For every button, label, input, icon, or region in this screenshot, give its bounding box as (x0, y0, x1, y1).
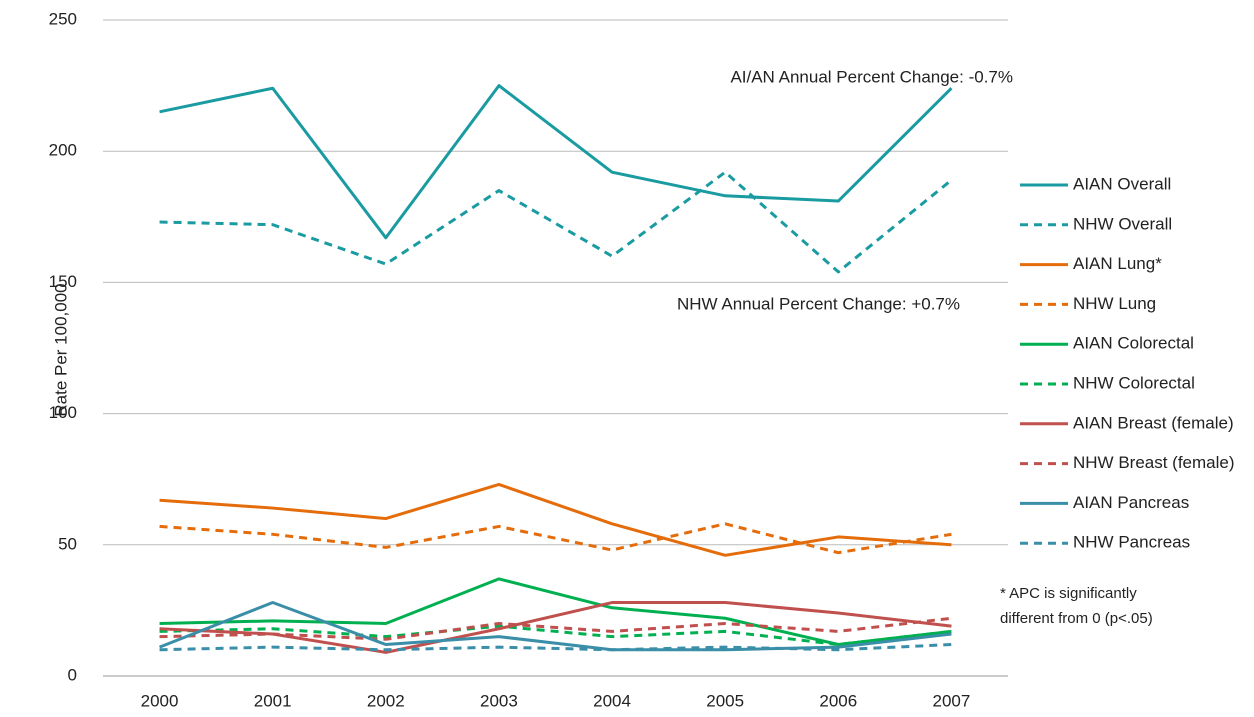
y-axis-label: Rate Per 100,000 (51, 283, 70, 416)
x-tick-label: 2002 (367, 691, 405, 710)
legend-label: AIAN Lung* (1073, 254, 1162, 273)
y-tick-label: 50 (58, 534, 77, 553)
annotation: AI/AN Annual Percent Change: -0.7% (730, 67, 1013, 86)
y-tick-label: 100 (49, 403, 77, 422)
legend-label: AIAN Breast (female) (1073, 413, 1234, 432)
series-line (159, 643, 952, 652)
legend-label: AIAN Pancreas (1073, 493, 1189, 512)
footnote: different from 0 (p<.05) (1000, 610, 1153, 627)
series-line (159, 624, 952, 647)
legend-label: NHW Pancreas (1073, 533, 1190, 552)
x-tick-label: 2003 (480, 691, 518, 710)
series-line (159, 616, 952, 641)
series-line (159, 601, 952, 654)
legend-label: NHW Breast (female) (1073, 453, 1235, 472)
series-line (159, 170, 953, 274)
x-tick-label: 2006 (819, 691, 857, 710)
legend-label: NHW Overall (1073, 214, 1172, 233)
series-line (159, 522, 952, 555)
y-tick-label: 0 (68, 665, 77, 684)
x-tick-label: 2004 (593, 691, 631, 710)
y-tick-label: 200 (49, 141, 77, 160)
series-line (159, 577, 952, 647)
series-line (159, 482, 952, 557)
x-tick-label: 2000 (141, 691, 179, 710)
series-line (159, 601, 952, 652)
x-tick-label: 2005 (706, 691, 744, 710)
x-tick-label: 2001 (254, 691, 292, 710)
legend-label: NHW Colorectal (1073, 373, 1195, 392)
legend-label: AIAN Colorectal (1073, 334, 1194, 353)
footnote: * APC is significantly (1000, 585, 1137, 602)
x-tick-label: 2007 (933, 691, 971, 710)
y-tick-label: 250 (49, 9, 77, 28)
series-line (159, 84, 953, 240)
legend-label: AIAN Overall (1073, 174, 1171, 193)
legend-label: NHW Lung (1073, 294, 1156, 313)
annotation: NHW Annual Percent Change: +0.7% (677, 294, 960, 313)
y-tick-label: 150 (49, 272, 77, 291)
